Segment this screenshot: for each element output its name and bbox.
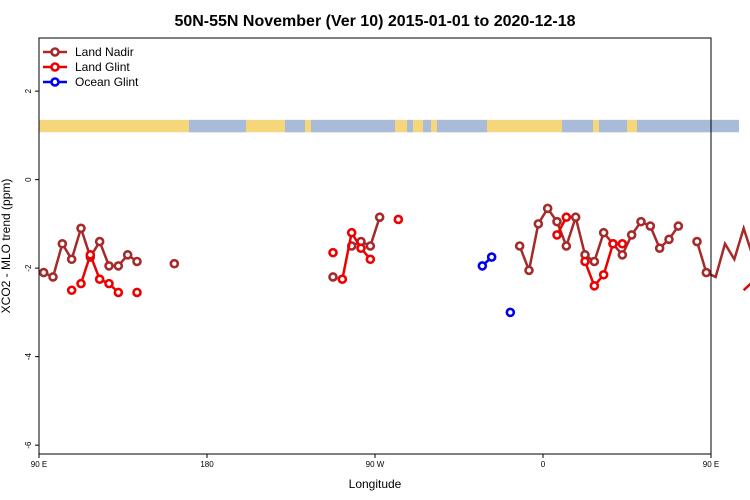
ocean-band [407,119,413,133]
land-sea-band [39,119,739,133]
data-point [76,278,86,289]
data-point [365,241,376,251]
data-point [673,221,684,231]
x-tick-label: 0 [541,460,546,469]
series-land-nadir [38,203,750,282]
data-point [113,261,124,271]
x-tick-label: 180 [200,460,214,469]
data-point [132,256,142,267]
data-point [393,214,404,225]
data-point [533,219,544,229]
x-axis-label: Longitude [349,477,402,491]
data-point [328,272,338,282]
data-point [374,212,385,223]
data-point [654,243,665,254]
y-axis: 2 0 -2 -4 -6 [24,88,39,449]
data-point [94,236,105,247]
data-point [542,203,553,214]
data-point [132,287,142,298]
data-point [38,267,49,278]
data-point [66,285,77,296]
data-point [645,221,656,231]
ocean-band [562,119,593,133]
ocean-band [311,119,395,133]
series-line [742,282,750,292]
series-line [79,251,120,294]
y-tick-label: -6 [24,441,33,449]
data-point [608,238,618,249]
data-point [570,212,581,223]
data-point [356,243,366,254]
data-point [636,216,646,227]
data-point [104,261,114,271]
legend-label: Land Nadir [75,45,134,59]
data-point [552,216,562,227]
series-ocean-glint [477,252,516,318]
y-axis-label: XCO2 - MLO trend (ppm) [0,179,13,314]
chart-title: 50N-55N November (Ver 10) 2015-01-01 to … [174,13,575,30]
ocean-band [285,119,305,133]
x-axis: 90 E 180 90 W 0 90 E [31,454,719,469]
data-point [552,230,562,240]
data-point [365,254,376,265]
data-point [524,265,534,276]
ocean-band [437,119,487,133]
data-point [598,269,609,280]
series-line [695,224,750,279]
x-tick-label: 90 W [366,460,385,469]
series-land-glint [66,212,750,298]
data-point [76,223,86,234]
data-point [561,212,572,223]
data-point [617,250,628,260]
y-tick-label: -2 [24,264,33,272]
legend-marker [50,62,60,72]
legend-label: Land Glint [75,60,130,74]
x-tick-label: 90 E [31,460,47,469]
data-point [328,247,338,258]
data-point [589,281,600,291]
data-point [514,241,525,251]
series-line [341,229,372,280]
data-point [477,261,488,271]
y-tick-label: -4 [24,353,33,361]
data-point [692,236,702,247]
legend-marker [50,47,60,57]
data-point [598,227,609,238]
data-point [626,230,637,240]
data-point [580,256,590,267]
y-tick-label: 0 [24,177,33,182]
data-point [85,250,96,260]
ocean-band [189,119,246,133]
data-point [48,272,58,282]
data-point [337,274,348,284]
data-point [505,307,516,318]
data-point [122,250,133,260]
data-point [346,227,357,238]
ocean-band [423,119,431,133]
ocean-band [599,119,627,133]
data-point [104,278,114,289]
data-point [169,258,180,269]
series-line [351,216,381,248]
legend-label: Ocean Glint [75,75,139,89]
data-point [66,254,77,265]
data-point [589,256,600,267]
data-point [57,238,68,249]
legend-marker [50,77,60,87]
data-point [113,287,124,298]
data-point [701,267,712,278]
data-point [664,234,674,245]
data-point [486,252,497,262]
y-tick-label: 2 [24,88,33,93]
data-point [617,238,628,249]
data-point [561,241,572,251]
series-layer [38,203,750,318]
ocean-band [637,119,739,133]
data-point [94,274,105,284]
x-tick-label: 90 E [703,460,719,469]
